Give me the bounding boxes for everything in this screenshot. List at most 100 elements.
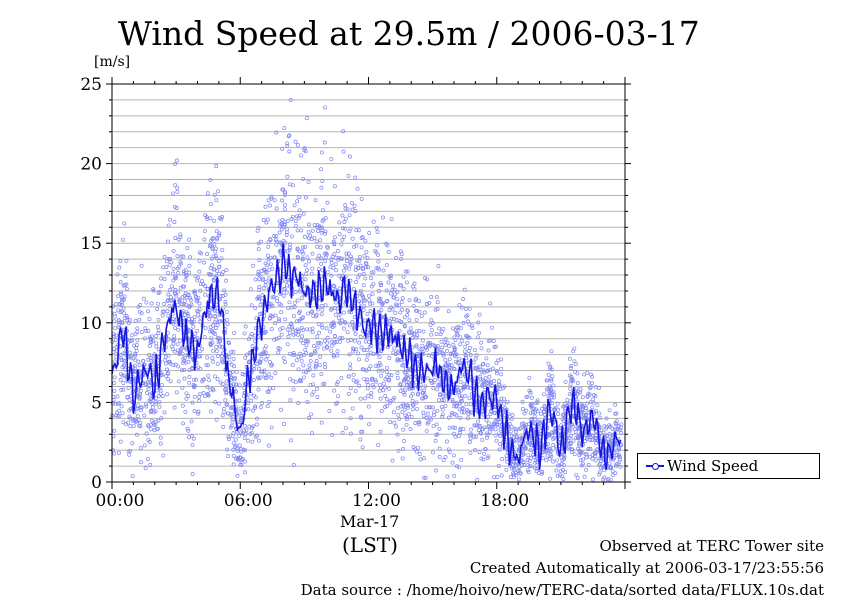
sample-point bbox=[340, 226, 345, 231]
sample-point bbox=[197, 354, 201, 359]
sample-point bbox=[554, 458, 559, 463]
sample-point bbox=[370, 383, 375, 388]
sample-point bbox=[472, 423, 477, 428]
sample-point bbox=[340, 430, 345, 435]
sample-point bbox=[176, 364, 181, 369]
sample-point bbox=[568, 441, 573, 446]
sample-point bbox=[356, 228, 361, 233]
sample-point bbox=[352, 315, 357, 320]
sample-point bbox=[149, 301, 154, 306]
sample-point bbox=[136, 406, 141, 411]
sample-point bbox=[242, 372, 247, 377]
sample-point bbox=[611, 457, 616, 462]
sample-point bbox=[324, 326, 329, 331]
sample-point bbox=[242, 428, 247, 433]
sample-point bbox=[266, 443, 271, 448]
sample-point bbox=[417, 420, 422, 425]
sample-point bbox=[193, 274, 198, 279]
sample-point bbox=[493, 410, 497, 415]
sample-point bbox=[206, 373, 211, 378]
sample-point bbox=[171, 249, 176, 254]
sample-point bbox=[251, 263, 256, 268]
sample-point bbox=[165, 298, 170, 303]
sample-point bbox=[279, 303, 284, 308]
sample-point bbox=[329, 261, 334, 265]
sample-point bbox=[379, 349, 384, 353]
sample-point bbox=[314, 359, 319, 363]
sample-point bbox=[188, 255, 193, 260]
sample-point bbox=[489, 325, 494, 330]
sample-point bbox=[162, 277, 167, 282]
sample-point bbox=[186, 359, 191, 364]
sample-point bbox=[328, 307, 333, 312]
sample-point bbox=[181, 421, 185, 426]
sample-point bbox=[590, 437, 595, 442]
sample-point bbox=[418, 457, 423, 462]
sample-point bbox=[325, 340, 330, 345]
sample-point bbox=[499, 473, 504, 478]
sample-point bbox=[551, 430, 556, 435]
sample-point bbox=[209, 314, 214, 319]
sample-point bbox=[266, 253, 270, 258]
sample-point bbox=[184, 396, 189, 401]
sample-point bbox=[378, 363, 383, 368]
sample-point bbox=[305, 116, 310, 121]
sample-point bbox=[534, 469, 539, 474]
sample-point bbox=[194, 308, 199, 313]
sample-point bbox=[255, 361, 260, 366]
sample-point bbox=[585, 437, 590, 442]
sample-point bbox=[612, 427, 617, 432]
sample-point bbox=[457, 434, 462, 438]
sample-point bbox=[116, 319, 121, 324]
sample-point bbox=[168, 256, 172, 261]
sample-point bbox=[360, 367, 365, 372]
sample-point bbox=[142, 443, 147, 448]
sample-point bbox=[400, 307, 405, 312]
sample-point bbox=[458, 426, 463, 431]
sample-point bbox=[156, 331, 161, 336]
sample-point bbox=[267, 386, 272, 391]
sample-point bbox=[291, 332, 296, 337]
sample-point bbox=[604, 425, 609, 430]
sample-point bbox=[153, 409, 158, 414]
sample-point bbox=[190, 472, 195, 477]
sample-point bbox=[113, 401, 118, 406]
sample-point bbox=[201, 391, 206, 396]
sample-point bbox=[420, 396, 425, 401]
sample-point bbox=[587, 386, 592, 391]
sample-point bbox=[213, 325, 218, 330]
sample-point bbox=[399, 357, 404, 362]
sample-point bbox=[345, 330, 350, 335]
sample-point bbox=[173, 325, 178, 330]
sample-point bbox=[222, 406, 227, 411]
sample-point bbox=[342, 234, 347, 239]
sample-point bbox=[614, 427, 619, 432]
sample-point bbox=[225, 447, 230, 452]
sample-point bbox=[302, 375, 306, 380]
sample-point bbox=[280, 198, 285, 203]
sample-point bbox=[146, 387, 151, 392]
sample-point bbox=[357, 357, 361, 362]
sample-point bbox=[342, 326, 346, 331]
sample-point bbox=[205, 287, 210, 291]
sample-point bbox=[408, 326, 413, 331]
sample-point bbox=[253, 305, 258, 310]
sample-point bbox=[204, 362, 209, 367]
sample-point bbox=[122, 316, 127, 321]
sample-point bbox=[310, 251, 315, 256]
sample-point bbox=[176, 327, 181, 332]
sample-point bbox=[378, 429, 383, 434]
sample-point bbox=[437, 326, 442, 331]
sample-point bbox=[133, 353, 138, 358]
sample-point bbox=[497, 379, 501, 384]
sample-point bbox=[341, 149, 346, 154]
sample-point bbox=[325, 244, 330, 249]
sample-point bbox=[118, 439, 123, 444]
sample-point bbox=[510, 463, 515, 468]
sample-point bbox=[522, 446, 527, 451]
sample-point bbox=[285, 227, 290, 232]
sample-point bbox=[434, 468, 439, 473]
sample-point bbox=[183, 410, 188, 414]
sample-point bbox=[234, 382, 239, 387]
sample-point bbox=[475, 478, 480, 482]
